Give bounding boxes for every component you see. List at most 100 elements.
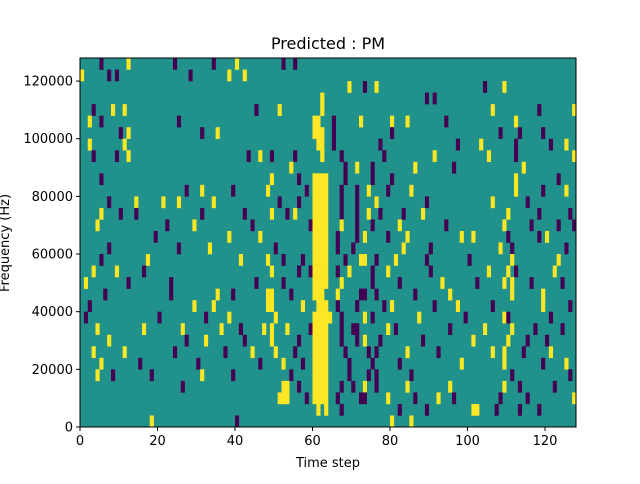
heatmap-cell: [564, 184, 569, 197]
heatmap-cell: [541, 184, 546, 197]
heatmap-cell: [378, 334, 383, 347]
heatmap-cell: [312, 392, 317, 405]
heatmap-cell: [320, 104, 325, 116]
heatmap-cell: [486, 150, 492, 163]
heatmap-cell: [459, 357, 464, 370]
heatmap-cell: [215, 127, 220, 139]
heatmap-cell: [541, 288, 546, 301]
heatmap-cell: [285, 380, 290, 393]
heatmap-cell: [312, 380, 317, 393]
heatmap-cell: [91, 265, 96, 278]
heatmap-cell: [541, 127, 546, 139]
heatmap-cell: [297, 334, 302, 347]
heatmap-cell: [316, 334, 321, 347]
heatmap-cell: [409, 369, 414, 382]
heatmap-cell: [517, 127, 523, 139]
heatmap-cell: [293, 346, 298, 359]
heatmap-cell: [169, 277, 174, 289]
heatmap-cell: [424, 196, 430, 209]
heatmap-cell: [157, 311, 162, 324]
heatmap-cell: [320, 138, 325, 151]
heatmap-cell: [83, 277, 89, 289]
heatmap-cell: [200, 127, 205, 139]
heatmap-cell: [316, 277, 321, 289]
heatmap-cell: [293, 58, 298, 70]
heatmap-cell: [390, 173, 395, 186]
heatmap-cell: [269, 300, 275, 312]
heatmap-cell: [506, 207, 511, 220]
heatmap-cell: [545, 230, 550, 243]
heatmap-cell: [370, 219, 375, 232]
heatmap-cell: [556, 254, 561, 266]
heatmap-cells: [80, 58, 577, 428]
heatmap-cell: [390, 415, 395, 428]
heatmap-cell: [556, 219, 561, 232]
heatmap-cell: [510, 288, 515, 301]
heatmap-cell: [366, 346, 371, 359]
heatmap-cell: [320, 196, 325, 209]
heatmap-cell: [413, 288, 418, 301]
heatmap-cell: [223, 346, 228, 359]
heatmap-cell: [200, 184, 205, 197]
heatmap-cell: [281, 277, 286, 289]
heatmap-cell: [180, 380, 185, 393]
heatmap-cell: [572, 219, 577, 232]
heatmap-cell: [200, 207, 205, 220]
heatmap-cell: [324, 277, 329, 289]
heatmap-cell: [180, 323, 185, 335]
heatmap-cell: [339, 196, 344, 209]
heatmap-cell: [378, 207, 383, 220]
heatmap-cell: [285, 392, 290, 405]
heatmap-cell: [355, 334, 360, 347]
heatmap-cell: [176, 242, 182, 255]
heatmap-cell: [227, 230, 232, 243]
heatmap-cell: [374, 288, 379, 301]
heatmap-cell: [502, 219, 507, 232]
heatmap-cell: [347, 369, 352, 382]
heatmap-cell: [273, 311, 278, 324]
heatmap-cell: [448, 323, 453, 335]
heatmap-cell: [107, 242, 112, 255]
heatmap-cell: [324, 196, 329, 209]
heatmap-cell: [324, 300, 329, 312]
heatmap-cell: [316, 380, 321, 393]
heatmap-cell: [436, 392, 441, 405]
x-tick-label: 80: [382, 434, 399, 449]
heatmap-cell: [207, 242, 213, 255]
heatmap-cell: [514, 115, 519, 128]
heatmap-cell: [390, 127, 395, 139]
heatmap-cell: [316, 196, 321, 209]
heatmap-cell: [300, 300, 306, 312]
x-axis-label: Time step: [295, 456, 360, 471]
heatmap-cell: [521, 346, 526, 359]
heatmap-cell: [320, 219, 325, 232]
heatmap-cell: [149, 415, 154, 428]
heatmap-cell: [266, 184, 271, 197]
heatmap-cell: [537, 403, 542, 416]
heatmap-cell: [324, 184, 329, 197]
heatmap-cell: [514, 265, 519, 278]
heatmap-cell: [312, 242, 317, 255]
heatmap-cell: [401, 242, 406, 255]
heatmap-cell: [490, 346, 495, 359]
heatmap-cell: [436, 346, 441, 359]
heatmap-cell: [409, 415, 414, 428]
heatmap-cell: [393, 254, 399, 266]
heatmap-cell: [343, 173, 348, 186]
heatmap-cell: [498, 127, 503, 139]
heatmap-cell: [324, 230, 329, 243]
heatmap-cell: [525, 392, 530, 405]
heatmap-cell: [362, 334, 368, 347]
heatmap-cell: [269, 334, 275, 347]
heatmap-cell: [312, 277, 317, 289]
heatmap-cell: [370, 161, 375, 174]
heatmap-cell: [308, 219, 313, 232]
heatmap-cell: [393, 323, 399, 335]
heatmap-cell: [370, 173, 375, 186]
heatmap-cell: [111, 104, 116, 116]
heatmap-cell: [572, 104, 577, 116]
heatmap-cell: [362, 81, 368, 93]
y-tick-label: 40000: [32, 305, 73, 320]
heatmap-cell: [494, 403, 499, 416]
